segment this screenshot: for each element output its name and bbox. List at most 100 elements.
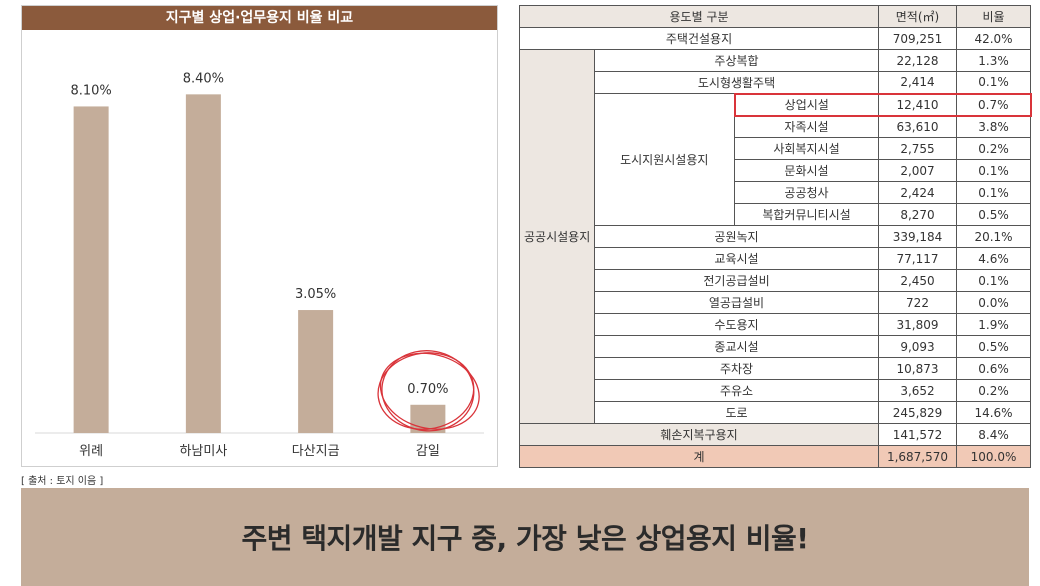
highlight-stroke-2 — [379, 352, 480, 430]
row-label: 사회복지시설 — [734, 137, 879, 160]
chart-panel: 지구별 상업·업무용지 비율 비교 8.10% 위례 8.40% 하남미사 3.05% 다… — [21, 5, 498, 467]
highlight-circle — [377, 350, 480, 432]
row-label: 문화시설 — [734, 159, 879, 182]
row-label: 전기공급설비 — [594, 269, 879, 292]
category-label-1: 하남미사 — [179, 444, 227, 459]
highlight-stroke-1 — [381, 350, 475, 432]
table-row-restoration: 훼손지복구용지 141,572 8.4% — [519, 423, 1031, 446]
row-ratio: 0.0% — [956, 291, 1031, 314]
row-area: 245,829 — [878, 401, 957, 424]
land-use-table: 용도별 구분 면적(㎡) 비율 주택건설용지 709,251 42.0% 공공시설용지… — [519, 5, 1032, 468]
row-label: 교육시설 — [594, 247, 879, 270]
row-area: 8,270 — [878, 203, 957, 226]
row-area: 12,410 — [878, 92, 957, 117]
table-row: 도로 245,829 14.6% — [520, 401, 1031, 424]
row-ratio: 0.1% — [956, 269, 1031, 292]
bar-chart: 8.10% 위례 8.40% 하남미사 3.05% 다산지금 0.70% 감일 — [35, 71, 484, 459]
header-category: 용도별 구분 — [519, 5, 879, 28]
row-ratio: 3.8% — [956, 115, 1031, 138]
row-label: 복합커뮤니티시설 — [734, 203, 879, 226]
row-ratio: 0.7% — [956, 92, 1032, 117]
category-label-3: 감일 — [416, 444, 440, 459]
row-area: 2,450 — [878, 269, 957, 292]
row-area: 63,610 — [878, 115, 957, 138]
table-header-row: 용도별 구분 면적(㎡) 비율 — [519, 5, 1031, 28]
source-note: [ 출처 : 토지 이음 ] — [21, 476, 104, 487]
table-row: 주차장 10,873 0.6% — [520, 357, 1031, 380]
header-area: 면적(㎡) — [878, 5, 957, 28]
table-row: 도시지원시설용지 상업시설 12,410 0.7% — [520, 92, 1032, 226]
table-row: 전기공급설비 2,450 0.1% — [520, 269, 1031, 292]
row-ratio: 0.2% — [956, 379, 1031, 402]
row-area: 2,007 — [878, 159, 957, 182]
row-ratio: 0.2% — [956, 137, 1031, 160]
table-row: 문화시설 2,007 0.1% — [520, 159, 1031, 182]
value-label-1: 8.40% — [183, 71, 224, 86]
chart-title: 지구별 상업·업무용지 비율 비교 — [22, 6, 497, 30]
row-label: 종교시설 — [594, 335, 879, 358]
bar-1 — [185, 94, 221, 434]
row-label: 도시형생활주택 — [594, 71, 879, 94]
row-ratio: 8.4% — [956, 423, 1031, 446]
bar-0 — [73, 106, 109, 433]
row-ratio: 0.1% — [956, 71, 1031, 94]
row-ratio: 0.5% — [956, 335, 1031, 358]
row-ratio: 4.6% — [956, 247, 1031, 270]
table-row-housing: 주택건설용지 709,251 42.0% — [519, 27, 1031, 50]
row-label-commercial-highlight: 상업시설 — [733, 92, 879, 117]
row-ratio: 20.1% — [956, 225, 1031, 248]
banner-text: 주변 택지개발 지구 중, 가장 낮은 상업용지 비율! — [241, 522, 809, 555]
table-row: 수도용지 31,809 1.9% — [520, 313, 1031, 336]
row-label: 공원녹지 — [594, 225, 879, 248]
row-label: 수도용지 — [594, 313, 879, 336]
bar-2 — [298, 310, 334, 433]
group-label-support: 도시지원시설용지 — [594, 93, 735, 226]
row-label: 자족시설 — [734, 115, 879, 138]
row-area: 709,251 — [878, 27, 957, 50]
row-area-total: 1,687,570 — [878, 445, 957, 468]
value-label-2: 3.05% — [295, 287, 336, 302]
value-label-3: 0.70% — [407, 382, 448, 397]
table-row: 도시형생활주택 2,414 0.1% — [520, 71, 1031, 94]
row-ratio: 0.1% — [956, 181, 1031, 204]
value-label-0: 8.10% — [70, 83, 111, 98]
category-label-0: 위례 — [79, 444, 103, 459]
row-label: 주상복합 — [594, 49, 879, 72]
row-area: 77,117 — [878, 247, 957, 270]
table-row: 주유소 3,652 0.2% — [520, 379, 1031, 402]
row-label: 공공청사 — [734, 181, 879, 204]
row-label: 주차장 — [594, 357, 879, 380]
table-row-total: 계 1,687,570 100.0% — [519, 445, 1031, 468]
row-area: 9,093 — [878, 335, 957, 358]
row-area: 22,128 — [878, 49, 957, 72]
row-area: 2,424 — [878, 181, 957, 204]
row-area: 141,572 — [878, 423, 957, 446]
category-label-2: 다산지금 — [292, 444, 340, 459]
row-ratio: 14.6% — [956, 401, 1031, 424]
row-ratio: 42.0% — [956, 27, 1031, 50]
row-area: 339,184 — [878, 225, 957, 248]
row-ratio: 0.5% — [956, 203, 1031, 226]
table-row: 교육시설 77,117 4.6% — [520, 247, 1031, 270]
row-label-total: 계 — [519, 445, 879, 468]
header-ratio: 비율 — [956, 5, 1031, 28]
row-label: 주택건설용지 — [519, 27, 879, 50]
row-label: 훼손지복구용지 — [519, 423, 879, 446]
row-label: 열공급설비 — [594, 291, 879, 314]
row-area: 2,755 — [878, 137, 957, 160]
group-label-public: 공공시설용지 — [519, 49, 595, 424]
row-ratio: 1.3% — [956, 49, 1031, 72]
row-ratio-total: 100.0% — [956, 445, 1031, 468]
row-area: 2,414 — [878, 71, 957, 94]
table-row: 종교시설 9,093 0.5% — [520, 335, 1031, 358]
row-ratio: 0.1% — [956, 159, 1031, 182]
summary-banner: 주변 택지개발 지구 중, 가장 낮은 상업용지 비율! — [21, 488, 1029, 586]
row-ratio: 1.9% — [956, 313, 1031, 336]
table-row: 열공급설비 722 0.0% — [520, 291, 1031, 314]
row-ratio: 0.6% — [956, 357, 1031, 380]
row-area: 31,809 — [878, 313, 957, 336]
table-row: 공공시설용지 주상복합 22,128 1.3% — [519, 49, 1031, 424]
row-label: 도로 — [594, 401, 879, 424]
row-label: 주유소 — [594, 379, 879, 402]
table-row: 공원녹지 339,184 20.1% — [520, 225, 1031, 248]
